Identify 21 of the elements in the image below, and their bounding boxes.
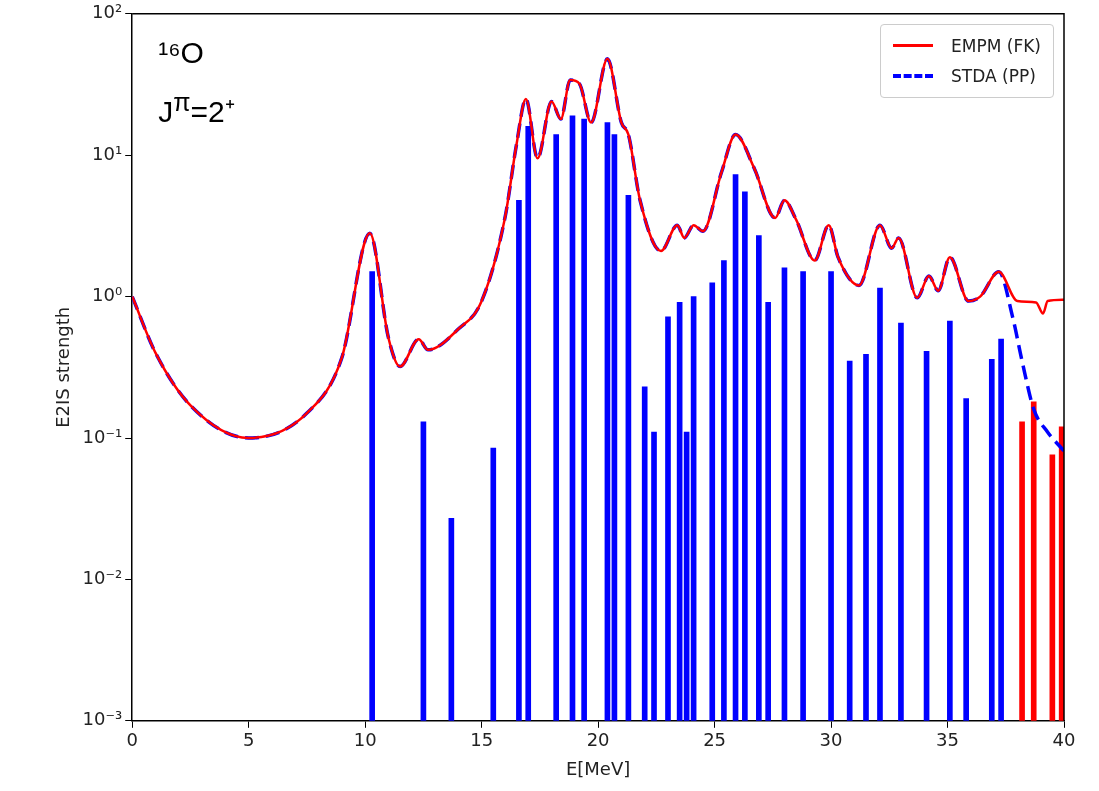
x-tick-label: 0 [126, 729, 138, 751]
x-tick-label: 35 [936, 729, 959, 751]
y-tick-label: 10⁻² [82, 567, 123, 589]
y-tick-label: 10⁻³ [82, 708, 123, 730]
x-tick-label: 10 [353, 729, 377, 751]
x-tick-label: 25 [703, 729, 727, 751]
legend-label: STDA (PP) [951, 65, 1036, 86]
x-tick-label: 30 [819, 729, 843, 751]
x-tick-label: 40 [1052, 729, 1076, 751]
y-tick-label: 10¹ [92, 142, 123, 164]
legend-label: EMPM (FK) [951, 35, 1041, 56]
y-tick-label: 10⁻¹ [82, 425, 123, 447]
annotation: J$^{π}$=2⁺ [158, 87, 235, 130]
annotation: ¹⁶O [158, 35, 204, 70]
y-tick-label: 10⁰ [92, 284, 123, 306]
x-tick-label: 20 [586, 729, 610, 751]
x-axis-title: E[MeV] [565, 757, 631, 779]
x-tick-label: 15 [470, 729, 494, 751]
y-axis-title: E2IS strength [52, 306, 74, 428]
x-tick-label: 5 [242, 729, 255, 751]
y-tick-label: 10² [92, 1, 123, 23]
